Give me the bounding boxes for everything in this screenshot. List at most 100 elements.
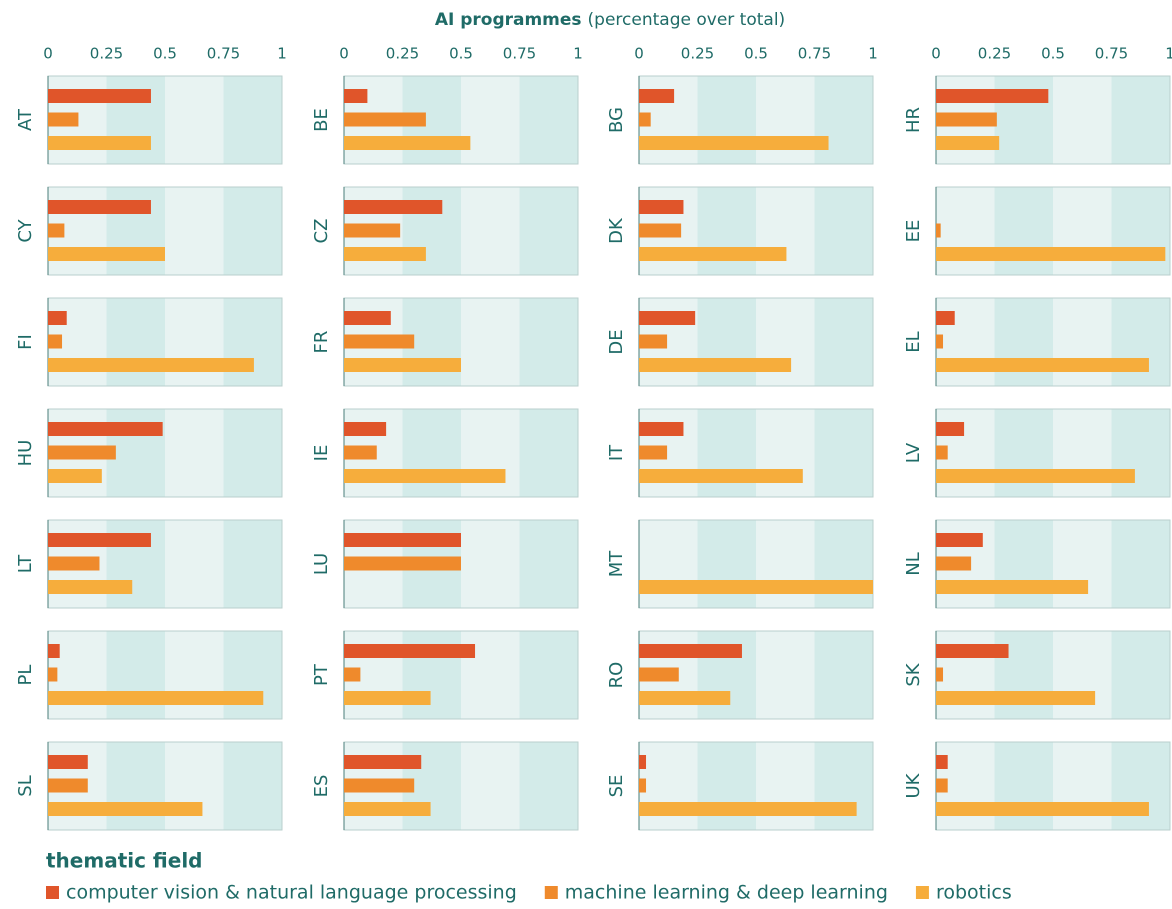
bar xyxy=(48,223,65,238)
category-label: PT xyxy=(311,663,332,686)
band xyxy=(814,187,873,275)
band xyxy=(756,409,815,497)
band xyxy=(994,520,1053,608)
x-tick-label: 0 xyxy=(43,45,53,63)
category-label: HR xyxy=(903,107,924,133)
legend-swatch xyxy=(915,886,929,899)
bar xyxy=(639,691,731,705)
bar xyxy=(639,667,679,682)
x-tick-label: 0.5 xyxy=(744,45,768,63)
bar xyxy=(48,445,116,460)
band xyxy=(1111,187,1170,275)
bar xyxy=(936,358,1149,372)
chart-title: AI programmes xyxy=(435,10,582,30)
bar xyxy=(936,311,955,325)
x-tick-label: 0.25 xyxy=(978,45,1011,63)
band xyxy=(756,520,815,608)
category-label: HU xyxy=(15,440,36,467)
band xyxy=(223,76,282,164)
legend-label: robotics xyxy=(936,882,1012,904)
band xyxy=(994,187,1053,275)
bar xyxy=(639,755,647,769)
band xyxy=(814,742,873,830)
bar xyxy=(344,556,461,571)
band xyxy=(165,409,224,497)
bar xyxy=(48,580,133,594)
legend-swatch xyxy=(544,886,558,899)
band xyxy=(1111,409,1170,497)
band xyxy=(1053,520,1112,608)
band xyxy=(519,631,578,719)
bar xyxy=(936,755,948,769)
band xyxy=(1053,631,1112,719)
band xyxy=(223,409,282,497)
bar xyxy=(48,802,203,816)
legend-title: thematic field xyxy=(46,849,203,873)
category-label: CZ xyxy=(311,219,332,244)
bar xyxy=(639,200,684,214)
category-label: IE xyxy=(311,445,332,462)
band xyxy=(106,631,165,719)
bar xyxy=(639,580,873,594)
band xyxy=(697,76,756,164)
bar xyxy=(48,247,165,261)
band xyxy=(165,520,224,608)
bar xyxy=(48,311,67,325)
bar xyxy=(48,755,88,769)
band xyxy=(697,520,756,608)
band xyxy=(165,76,224,164)
bar xyxy=(48,469,102,483)
bar xyxy=(48,200,151,214)
x-tick-label: 1 xyxy=(277,45,287,63)
x-tick-label: 0.25 xyxy=(681,45,714,63)
bar xyxy=(344,334,415,349)
category-label: CY xyxy=(15,218,36,242)
bar xyxy=(344,644,476,658)
band xyxy=(461,742,520,830)
x-tick-label: 0.75 xyxy=(207,45,240,63)
band xyxy=(519,742,578,830)
band xyxy=(165,631,224,719)
chart-subtitle: (percentage over total) xyxy=(588,10,786,30)
x-tick-label: 0.5 xyxy=(1041,45,1065,63)
bar xyxy=(48,556,100,571)
x-tick-label: 0.25 xyxy=(90,45,123,63)
chart-title-group: AI programmes (percentage over total) xyxy=(435,10,785,30)
x-tick-label: 0 xyxy=(634,45,644,63)
bar xyxy=(936,136,1000,150)
bar xyxy=(936,580,1089,594)
bar xyxy=(344,778,415,793)
band xyxy=(994,742,1053,830)
bar xyxy=(936,533,983,547)
bar xyxy=(48,644,60,658)
band xyxy=(639,520,698,608)
band xyxy=(223,520,282,608)
bar xyxy=(936,422,965,436)
bar xyxy=(639,136,829,150)
band xyxy=(223,187,282,275)
category-label: SK xyxy=(903,662,924,686)
band xyxy=(461,520,520,608)
bar xyxy=(344,802,431,816)
bar xyxy=(344,667,361,682)
bar xyxy=(936,89,1049,103)
band xyxy=(461,409,520,497)
x-tick-label: 0 xyxy=(931,45,941,63)
x-tick-label: 0.75 xyxy=(798,45,831,63)
x-tick-label: 0.75 xyxy=(1095,45,1128,63)
bar xyxy=(936,223,941,238)
bar xyxy=(48,691,264,705)
band xyxy=(1053,187,1112,275)
band xyxy=(1111,76,1170,164)
bar xyxy=(639,469,803,483)
band xyxy=(165,742,224,830)
bar xyxy=(936,556,972,571)
band xyxy=(1053,76,1112,164)
category-label: EE xyxy=(903,220,924,243)
band xyxy=(697,187,756,275)
band xyxy=(756,298,815,386)
category-label: ES xyxy=(311,775,332,798)
legend-swatch xyxy=(46,886,59,899)
bar xyxy=(344,112,426,127)
